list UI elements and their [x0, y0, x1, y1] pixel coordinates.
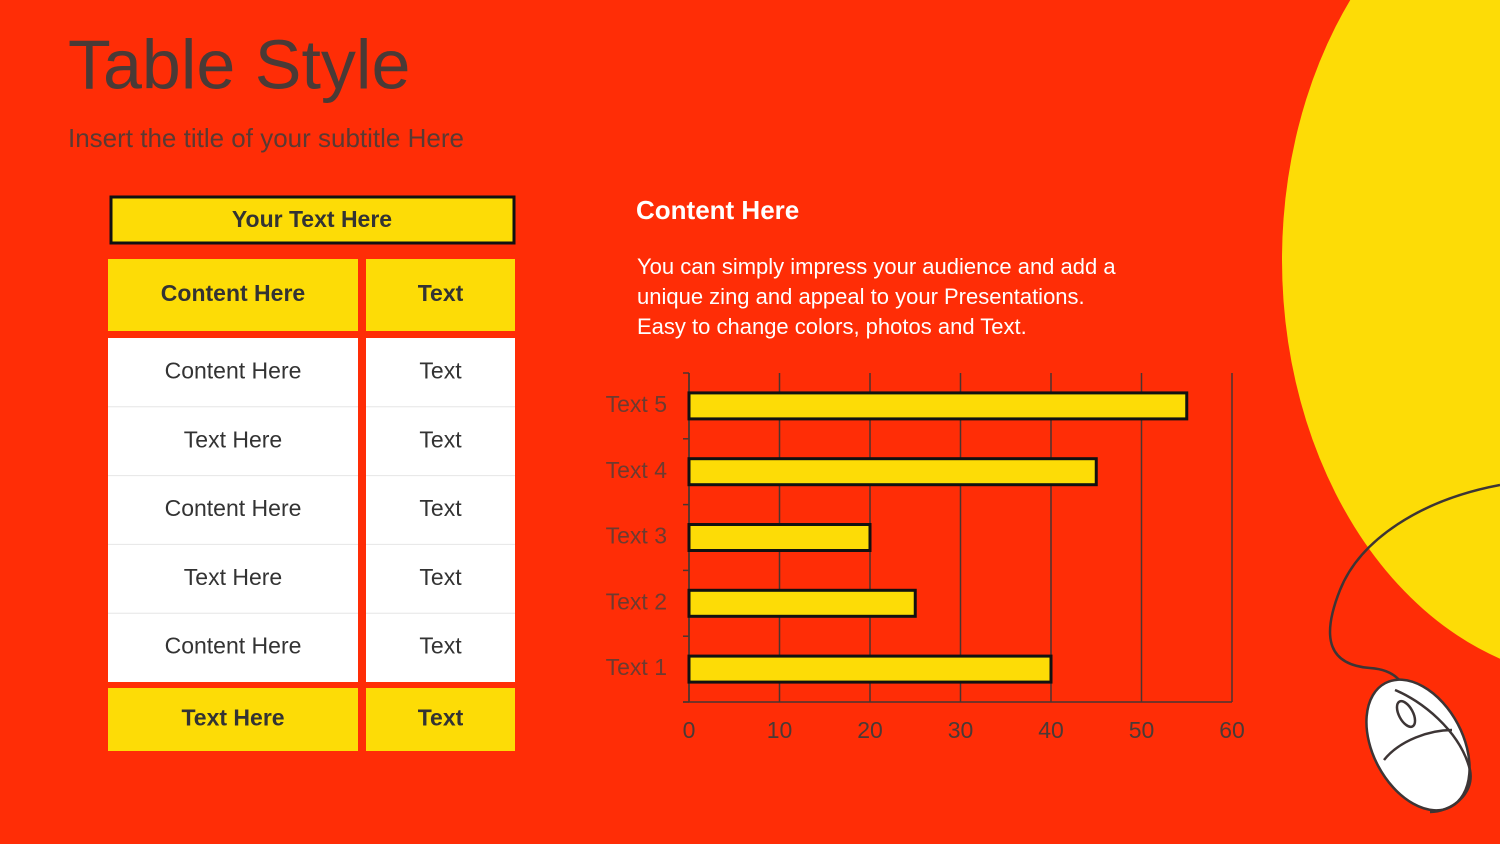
- header-cell: [108, 259, 358, 331]
- x-tick-label: 30: [948, 717, 974, 743]
- y-category-label: Text 1: [606, 654, 667, 680]
- x-tick-label: 40: [1038, 717, 1064, 743]
- row-text: Content Here: [165, 495, 302, 521]
- x-tick-label: 50: [1129, 717, 1155, 743]
- bar: [687, 588, 917, 618]
- bar: [687, 654, 1053, 684]
- row-text: Text: [419, 357, 462, 383]
- row-text: Text: [419, 633, 462, 659]
- content-heading: Content Here: [636, 195, 799, 225]
- row-text: Text Here: [184, 426, 282, 452]
- content-body: You can simply impress your audience and…: [637, 254, 1116, 339]
- body-line: You can simply impress your audience and…: [637, 254, 1116, 279]
- footer-cell: [108, 688, 358, 751]
- footer-cell: [366, 688, 515, 751]
- bar: [687, 391, 1189, 421]
- y-category-label: Text 4: [606, 457, 668, 483]
- row-cell: [366, 338, 515, 407]
- footer-text: Text: [418, 705, 464, 731]
- bar-chart: 0 10 20 30 40 50 60 Text 1 Text 2 Text 3 Text 4 Tex…: [606, 372, 1245, 743]
- mouse-icon: [1328, 483, 1500, 814]
- x-tick-label: 0: [683, 717, 696, 743]
- header-cell: [366, 259, 515, 331]
- row-cell: [108, 544, 358, 614]
- row-text: Text: [419, 564, 462, 590]
- row-cell: [108, 338, 358, 407]
- title: Table Style: [68, 25, 410, 103]
- bar: [687, 457, 1098, 487]
- bar: [687, 523, 872, 552]
- header-text: Text: [418, 280, 464, 306]
- table: Content Here Text Content Here Text Text Her…: [108, 259, 515, 751]
- row-text: Text Here: [184, 564, 282, 590]
- body-line: Easy to change colors, photos and Text.: [637, 314, 1027, 339]
- row-cell: [366, 406, 515, 476]
- row-text: Content Here: [165, 633, 302, 659]
- footer-text: Text Here: [181, 705, 284, 731]
- row-cell: [366, 613, 515, 682]
- row-cell: [366, 544, 515, 614]
- row-cell: [366, 475, 515, 545]
- y-category-label: Text 2: [606, 588, 667, 614]
- subtitle: Insert the title of your subtitle Here: [68, 123, 464, 153]
- y-category-label: Text 3: [606, 523, 667, 549]
- row-text: Text: [419, 495, 462, 521]
- header-text: Content Here: [161, 280, 305, 306]
- row-text: Content Here: [165, 357, 302, 383]
- x-tick-label: 10: [767, 717, 793, 743]
- table-caption-box: [109, 195, 516, 245]
- row-cell: [108, 475, 358, 545]
- decor-circle: [1282, 0, 1500, 659]
- body-line: unique zing and appeal to your Presentat…: [637, 284, 1085, 309]
- y-category-label: Text 5: [606, 391, 667, 417]
- row-text: Text: [419, 426, 462, 452]
- table-caption: Your Text Here: [232, 206, 392, 232]
- x-tick-label: 20: [857, 717, 883, 743]
- row-cell: [108, 406, 358, 476]
- x-tick-label: 60: [1219, 717, 1245, 743]
- row-cell: [108, 613, 358, 682]
